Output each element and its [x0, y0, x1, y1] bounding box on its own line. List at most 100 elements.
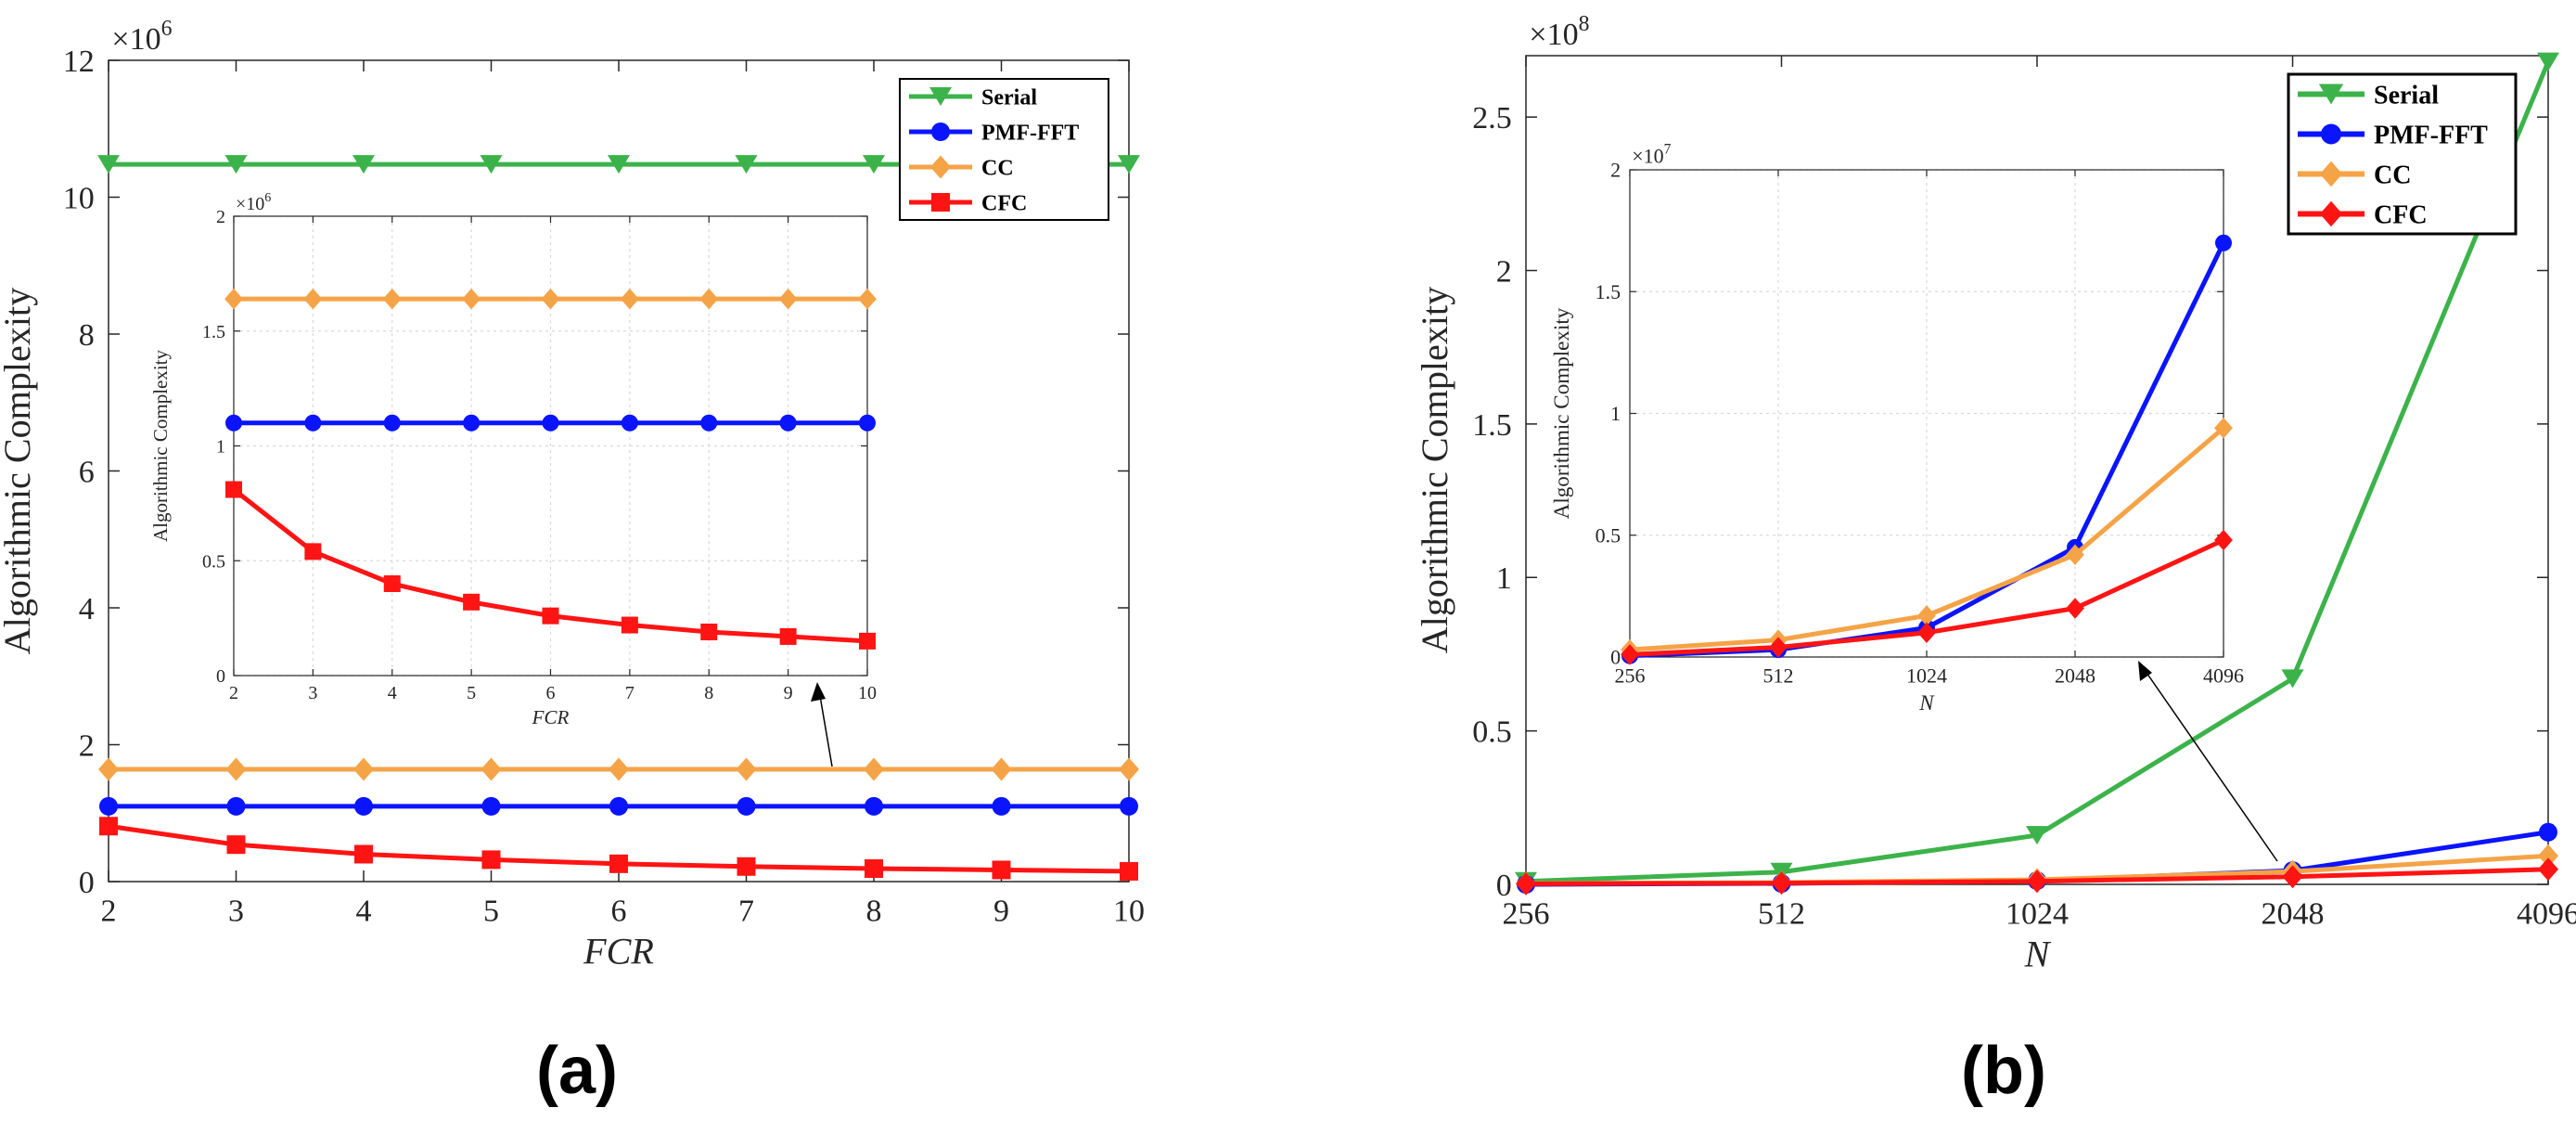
panel-b-legend: Serial PMF-FFT CC CFC — [2287, 72, 2518, 236]
panel-a-inset-xtick-label: 5 — [467, 683, 476, 703]
panel-a-main-point-serial — [480, 155, 503, 174]
panel-a-legend-marker-pmf_fft — [931, 122, 950, 141]
panel-a-main-ytick-label: 12 — [63, 45, 95, 79]
panel-a-inset-point-cc — [858, 288, 877, 310]
panel-b-zoom-arrowhead — [2138, 661, 2152, 681]
panel-a-main-point-serial — [97, 155, 120, 174]
panel-b-legend-marker-serial — [2318, 84, 2344, 105]
panel-a-inset-ytick-label: 0 — [216, 666, 225, 687]
panel-a-main-point-cfc — [226, 835, 246, 855]
panel-a-main-ylabel: Algorithmic Complexity — [0, 288, 38, 655]
panel-b-legend-marker-cc — [2319, 161, 2343, 187]
panel-a-inset-point-pmf_fft — [225, 414, 242, 432]
panel-a-inset-point-cc — [541, 288, 560, 310]
panel-a-main-ytick-label: 4 — [79, 592, 95, 626]
panel-a-zoom-arrowhead — [811, 682, 826, 702]
panel-a-main-point-cc — [353, 757, 374, 781]
panel-a-main-point-pmf_fft — [609, 796, 628, 816]
panel-a-inset-xtick-label: 9 — [784, 683, 793, 703]
panel-b-main-point-pmf_fft — [2539, 822, 2557, 842]
panel-a-main-point-cfc — [481, 850, 501, 870]
panel-a-main-xtick-label: 3 — [228, 895, 244, 929]
panel-a-inset-point-cc — [620, 288, 639, 310]
panel-b-main-xtick-label: 4096 — [2517, 897, 2576, 932]
panel-a-inset-point-cfc — [779, 627, 797, 645]
panel-b-inset-point-cfc — [2214, 529, 2233, 551]
panel-a-inset-point-pmf_fft — [700, 414, 718, 432]
panel-a-inset-point-pmf_fft — [383, 414, 401, 432]
panel-a-inset-xtick-label: 3 — [308, 683, 317, 703]
panel-b-inset-exponent-power: 7 — [1664, 141, 1672, 157]
panel-a-main-ytick-label: 6 — [79, 455, 95, 489]
panel-a-main-point-serial — [735, 155, 758, 174]
panel-a-inset-xtick-label: 8 — [704, 683, 713, 703]
panel-b-inset-ylabel: Algorithmic Complexity — [1549, 307, 1573, 519]
panel-b-main-ytick-label: 1.5 — [1472, 408, 1512, 443]
panel-a-main-xtick-label: 5 — [483, 895, 499, 929]
panel-a-main-point-cfc — [354, 844, 373, 864]
panel-a-main-point-pmf_fft — [737, 796, 756, 816]
panel-a-main-point-serial — [1118, 155, 1140, 174]
panel-a-main-point-cc — [98, 757, 119, 781]
panel-a-main-point-pmf_fft — [99, 796, 118, 816]
panel-b-inset-xtick-label: 4096 — [2203, 664, 2244, 688]
panel-a-main-point-serial — [863, 155, 885, 174]
panel-b-legend-marker-cfc — [2319, 200, 2343, 227]
panel-b-inset-point-cfc — [1621, 644, 1639, 665]
panel-a-inset-xtick-label: 6 — [546, 683, 556, 703]
panel-b-main-point-cc — [2538, 844, 2558, 868]
panel-b-main-ytick-label: 0.5 — [1472, 715, 1512, 750]
panel-a-inset-point-cc — [462, 288, 481, 310]
panel-a-main-xtick-label: 8 — [866, 895, 882, 929]
panel-a-caption: (a) — [536, 1034, 618, 1108]
panel-a-inset-xlabel: FCR — [532, 706, 570, 728]
panel-a-main-point-cc — [481, 757, 502, 781]
panel-b-inset-ytick-label: 0 — [1610, 646, 1621, 669]
panel-a-main-point-cc — [864, 757, 884, 781]
panel-b-inset-xtick-label: 2048 — [2055, 664, 2095, 688]
panel-b-legend-marker-pmf_fft — [2321, 123, 2341, 145]
panel-a-legend: Serial PMF-FFT CC CFC — [899, 78, 1109, 221]
panel-a-legend-marker-cc — [930, 155, 951, 179]
panel-b-caption: (b) — [1961, 1034, 2046, 1108]
panel-a-inset-xtick-label: 10 — [858, 683, 877, 703]
panel-a-main-point-cfc — [865, 858, 883, 878]
panel-b: 256 512 1024 2048 4096 0 0.5 1 1.5 2 2.5 ×108 N Algor… — [1414, 12, 2576, 1108]
panel-b-inset-axes: 256 512 1024 2048 409600.511.52×107NAlgorith… — [1549, 141, 2244, 715]
panel-b-inset-xlabel: N — [1918, 690, 1935, 715]
panel-a-main-ytick-label: 10 — [63, 181, 95, 215]
panel-a-zoom-arrow — [818, 689, 833, 767]
panel-b-inset-point-cfc — [1917, 622, 1936, 643]
panel-b-inset-point-cfc — [2066, 598, 2084, 619]
panel-a-inset-point-cfc — [383, 575, 401, 592]
panel-b-main-point-cfc — [2027, 870, 2047, 894]
panel-b-inset-point-cc — [1917, 605, 1936, 626]
panel-b-inset-xtick-label: 512 — [1763, 664, 1794, 688]
panel-a-inset-point-pmf_fft — [304, 414, 322, 432]
panel-a-inset-exponent-power: 6 — [264, 191, 271, 205]
panel-a-main-point-serial — [608, 155, 630, 174]
panel-b-inset-ytick-label: 2 — [1610, 159, 1621, 182]
panel-a-main-point-pmf_fft — [1120, 796, 1138, 816]
panel-a-main-xtick-label: 7 — [738, 895, 754, 929]
panel-b-main-ytick-label: 1 — [1496, 561, 1512, 596]
panel-b-inset-point-cfc — [1769, 637, 1788, 658]
panel-a-main-point-cc — [609, 757, 629, 781]
panel-a-main-point-cc — [991, 757, 1012, 781]
panel-a-inset-point-cc — [778, 288, 798, 310]
panel-a-inset-point-cfc — [700, 623, 718, 640]
panel-a-inset-point-pmf_fft — [779, 414, 797, 432]
panel-b-main-point-cfc — [1516, 871, 1536, 896]
panel-a-main-point-cfc — [1120, 861, 1138, 881]
panel-b-legend-label-cfc: CFC — [2374, 200, 2428, 229]
panel-b-main-xtick-label: 512 — [1758, 897, 1805, 932]
panel-a-inset-xtick-label: 2 — [229, 683, 238, 703]
panel-a-inset-point-cc — [224, 288, 243, 310]
panel-a-inset-point-cc — [382, 288, 402, 310]
panel-a-main-point-cfc — [992, 860, 1011, 880]
panel-b-main-xlabel: N — [2024, 933, 2052, 974]
panel-a-main-exponent-power: 6 — [161, 17, 173, 41]
panel-a-main-point-serial — [224, 155, 248, 174]
panel-a-inset-point-cfc — [463, 593, 481, 611]
